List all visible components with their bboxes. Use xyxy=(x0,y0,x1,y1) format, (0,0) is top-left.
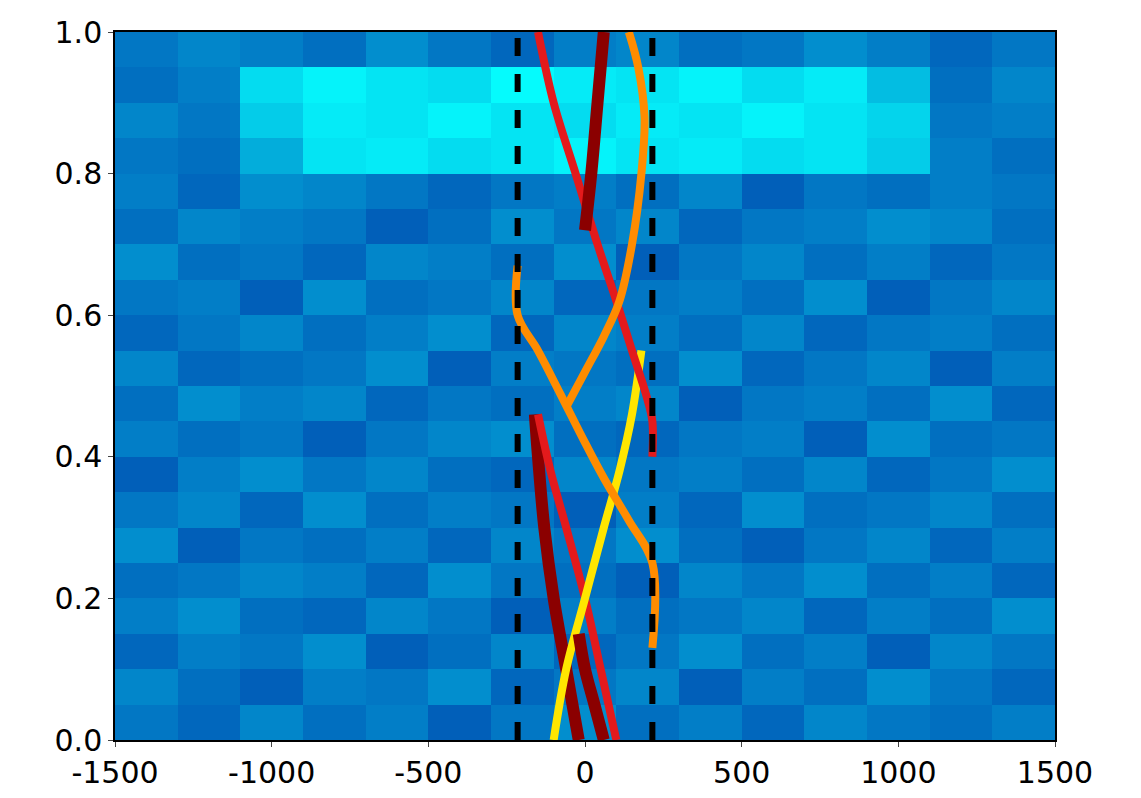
svg-text:1.0: 1.0 xyxy=(55,15,103,50)
svg-text:500: 500 xyxy=(713,755,770,790)
svg-text:0.8: 0.8 xyxy=(55,156,103,191)
svg-text:0.6: 0.6 xyxy=(55,298,103,333)
svg-text:0: 0 xyxy=(575,755,594,790)
svg-text:1000: 1000 xyxy=(860,755,936,790)
svg-text:-1000: -1000 xyxy=(228,755,315,790)
svg-text:1500: 1500 xyxy=(1017,755,1093,790)
svg-text:0.2: 0.2 xyxy=(55,581,103,616)
svg-text:0.4: 0.4 xyxy=(55,439,103,474)
svg-text:-500: -500 xyxy=(394,755,462,790)
svg-text:-1500: -1500 xyxy=(71,755,158,790)
svg-text:0.0: 0.0 xyxy=(55,723,103,758)
